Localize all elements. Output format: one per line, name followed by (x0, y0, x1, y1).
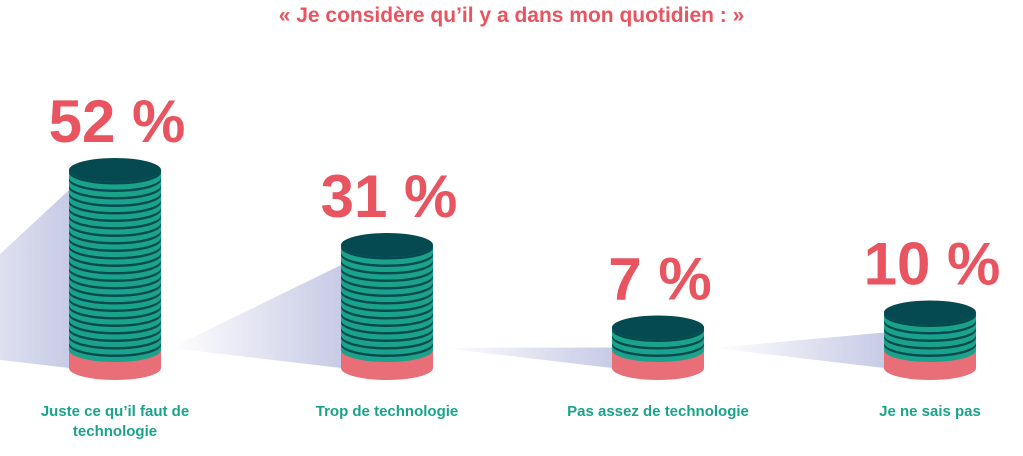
coin-edge (69, 237, 161, 252)
coin-edge (612, 335, 704, 350)
category-label: Pas assez de technologie (567, 403, 749, 420)
category-label: Trop de technologie (315, 403, 459, 420)
coin-edge (341, 335, 433, 350)
coin-edge (341, 282, 433, 297)
coin-edge (69, 222, 161, 237)
coin-edge (69, 305, 161, 320)
coin-edge (69, 275, 161, 290)
coin-edge (69, 215, 161, 230)
bar-shadow (171, 265, 341, 368)
coin-edge (341, 252, 433, 267)
coin-edge (69, 245, 161, 260)
coin-edge (69, 342, 161, 357)
coin-edge (69, 200, 161, 215)
coin-edge (69, 230, 161, 245)
coin-edge (69, 267, 161, 282)
coin-edge (341, 290, 433, 305)
coin-edge (69, 327, 161, 342)
bar-top (612, 315, 704, 340)
coin-edge (341, 342, 433, 357)
coin-edge (341, 275, 433, 290)
bar-top (884, 300, 976, 325)
category-label: Je ne sais pas (879, 403, 981, 420)
bar-top (341, 233, 433, 257)
chart-title: « Je considère qu’il y a dans mon quotid… (278, 4, 745, 27)
category-label: Juste ce qu’il faut de technologie (40, 403, 190, 440)
value-label: 7 % (608, 246, 711, 313)
coin-edge (341, 312, 433, 327)
coin-edge (341, 320, 433, 335)
coin-edge (69, 252, 161, 267)
coin-edge (341, 260, 433, 275)
coin-edge (884, 327, 976, 342)
coin-edge (341, 297, 433, 312)
coin-edge (612, 327, 704, 342)
coin-edge (884, 312, 976, 327)
bar-top (69, 158, 161, 182)
coin-edge (69, 282, 161, 297)
coin-edge (341, 327, 433, 342)
coin-edge (69, 177, 161, 192)
coin-edge (69, 207, 161, 222)
coin-edge (884, 335, 976, 350)
coin-edge (69, 185, 161, 200)
bar-shadow (0, 190, 69, 368)
coin-edge (69, 290, 161, 305)
coin-edge (69, 320, 161, 335)
coin-edge (341, 305, 433, 320)
value-label: 52 % (49, 88, 186, 155)
coin-edge (69, 260, 161, 275)
coin-edge (341, 267, 433, 282)
coin-edge (69, 170, 161, 185)
coin-edge (341, 245, 433, 260)
value-label: 10 % (864, 231, 1001, 298)
coin-edge (69, 192, 161, 207)
coin-edge (884, 342, 976, 357)
coin-edge (69, 297, 161, 312)
coin-edge (69, 335, 161, 350)
value-label: 31 % (321, 163, 458, 230)
coin-edge (612, 342, 704, 357)
bar-shadow (442, 347, 612, 368)
coin-edge (69, 312, 161, 327)
bar-shadow (714, 332, 884, 368)
coin-edge (884, 320, 976, 335)
